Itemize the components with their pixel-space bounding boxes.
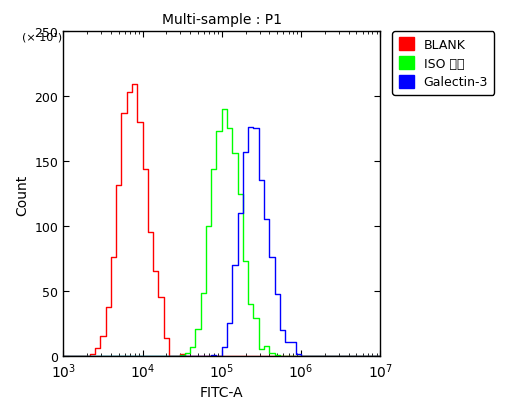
Galectin-3 bbox=[282, 340, 288, 345]
Galectin-3 bbox=[60, 354, 67, 359]
BLANK bbox=[372, 354, 378, 359]
Line: ISO 多抗: ISO 多抗 bbox=[63, 110, 380, 356]
Galectin-3 bbox=[377, 354, 383, 359]
X-axis label: FITC-A: FITC-A bbox=[200, 385, 243, 399]
BLANK bbox=[129, 90, 135, 95]
Galectin-3 bbox=[240, 211, 246, 216]
Galectin-3 bbox=[245, 126, 251, 130]
Galectin-3 bbox=[145, 354, 151, 359]
BLANK bbox=[129, 83, 135, 87]
ISO 多抗 bbox=[129, 354, 135, 359]
Y-axis label: Count: Count bbox=[15, 174, 29, 215]
BLANK bbox=[60, 354, 67, 359]
Title: Multi-sample : P1: Multi-sample : P1 bbox=[162, 13, 282, 27]
Galectin-3 bbox=[372, 354, 378, 359]
ISO 多抗 bbox=[145, 354, 151, 359]
ISO 多抗 bbox=[314, 354, 320, 359]
BLANK bbox=[240, 354, 246, 359]
Galectin-3 bbox=[129, 354, 135, 359]
ISO 多抗 bbox=[60, 354, 67, 359]
BLANK bbox=[166, 354, 172, 359]
ISO 多抗 bbox=[282, 354, 288, 358]
ISO 多抗 bbox=[377, 354, 383, 359]
Galectin-3 bbox=[213, 354, 220, 359]
Galectin-3 bbox=[314, 354, 320, 359]
BLANK bbox=[314, 354, 320, 359]
Line: BLANK: BLANK bbox=[63, 85, 380, 356]
Text: (× 10¹): (× 10¹) bbox=[22, 32, 62, 43]
ISO 多抗 bbox=[240, 192, 246, 197]
BLANK bbox=[150, 230, 156, 235]
ISO 多抗 bbox=[366, 354, 373, 359]
Line: Galectin-3: Galectin-3 bbox=[63, 128, 380, 356]
ISO 多抗 bbox=[219, 107, 225, 112]
Legend: BLANK, ISO 多抗, Galectin-3: BLANK, ISO 多抗, Galectin-3 bbox=[392, 32, 494, 95]
BLANK bbox=[282, 354, 288, 359]
BLANK bbox=[377, 354, 383, 359]
